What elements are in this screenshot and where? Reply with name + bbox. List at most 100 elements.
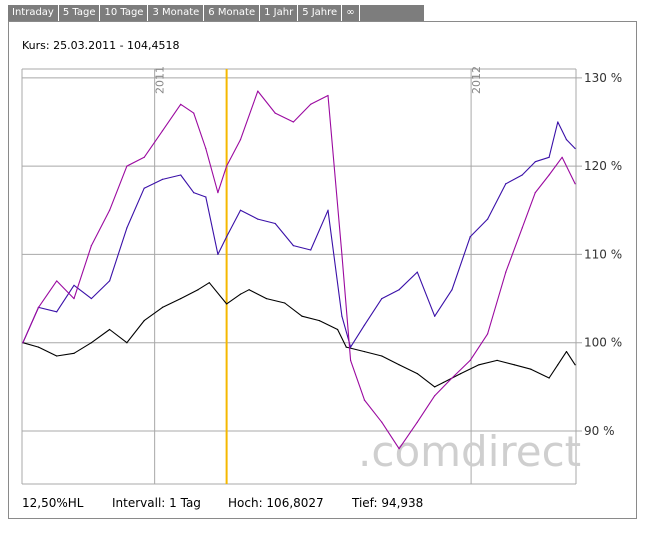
kurs-label: Kurs: 25.03.2011 - 104,4518 — [22, 39, 180, 52]
series-1-point — [548, 156, 550, 158]
series-2-point — [274, 112, 276, 114]
series-0-point — [208, 282, 210, 284]
series-0-point — [108, 328, 111, 331]
tab-1[interactable]: 5 Tage — [59, 5, 101, 21]
series-1-point — [574, 147, 576, 150]
series-2-point — [108, 209, 111, 211]
series-2-point — [381, 421, 383, 423]
series-1-point — [126, 227, 128, 229]
series-2-point — [363, 399, 366, 401]
series-0-point — [197, 289, 199, 291]
series-0-point — [548, 377, 550, 379]
series-2-point — [341, 253, 343, 256]
footer-hl: 12,50%HL — [22, 496, 84, 510]
series-1-point — [90, 297, 92, 300]
footer-intervall: Intervall: 1 Tag — [112, 496, 201, 510]
series-0-point — [73, 352, 75, 354]
series-0-point — [143, 320, 145, 322]
series-1-point — [505, 183, 507, 185]
tab-5[interactable]: 1 Jahr — [260, 5, 299, 21]
series-2-point — [126, 165, 128, 167]
series-1-point — [161, 178, 164, 180]
series-2-point — [56, 280, 58, 282]
series-0-point — [416, 373, 418, 375]
series-0-point — [530, 368, 532, 370]
series-2-point — [310, 103, 312, 105]
series-0-point — [56, 355, 58, 357]
series-2-point — [217, 192, 219, 194]
series-2-point — [451, 377, 453, 379]
y-axis-labels: 90 % 100 % 110 % 120 % 130 % — [584, 71, 622, 438]
series-0-point — [363, 350, 366, 353]
chart-grid: 2011 2012 — [21, 66, 582, 485]
series-2-point — [90, 244, 92, 247]
series-2-point — [22, 342, 24, 344]
footer-tief: Tief: 94,938 — [351, 496, 423, 510]
chart-frame — [8, 21, 637, 519]
tab-4[interactable]: 6 Monate — [204, 5, 261, 21]
series-1-point — [205, 196, 207, 198]
series-2-point — [534, 192, 536, 194]
series-2-point — [257, 90, 259, 92]
series-0-point — [226, 303, 228, 305]
series-1-point — [381, 297, 383, 300]
footer-hoch: Hoch: 106,8027 — [228, 496, 324, 510]
series-1-point — [349, 346, 352, 348]
y-tick-label: 120 % — [584, 159, 622, 173]
series-1-point — [217, 253, 219, 256]
series-2-point — [469, 359, 471, 361]
series-2-point — [434, 395, 436, 397]
series-1-point — [534, 161, 536, 163]
series-1-point — [56, 311, 58, 313]
series-line-0 — [22, 282, 576, 388]
series-0-point — [239, 293, 242, 295]
series-1-point — [108, 280, 111, 282]
series-1-point — [143, 187, 145, 189]
series-2-point — [349, 359, 352, 361]
tab-7[interactable]: ∞ — [342, 5, 360, 21]
year-label: 2012 — [470, 66, 483, 94]
tab-3[interactable]: 3 Monate — [148, 5, 205, 21]
series-1-point — [398, 289, 400, 291]
series-0-point — [434, 386, 436, 388]
series-2-point — [193, 112, 195, 114]
series-1-point — [180, 174, 182, 176]
tab-2[interactable]: 10 Tage — [100, 5, 149, 21]
series-1-point — [239, 209, 242, 211]
series-0-point — [248, 289, 250, 291]
series-0-point — [336, 328, 339, 331]
series-0-point — [37, 346, 40, 348]
series-0-point — [318, 320, 320, 322]
series-1-point — [292, 244, 294, 247]
series-0-point — [180, 297, 182, 300]
y-tick-label: 130 % — [584, 71, 622, 85]
series-2-point — [561, 156, 563, 158]
series-0-point — [398, 364, 400, 366]
series-0-point — [345, 346, 347, 348]
tab-0[interactable]: Intraday — [8, 5, 59, 21]
y-tick-label: 100 % — [584, 336, 622, 350]
series-0-point — [90, 342, 92, 344]
series-2-point — [292, 121, 294, 123]
series-1-point — [451, 289, 453, 291]
series-1-point — [310, 249, 312, 251]
series-0-point — [557, 364, 559, 366]
series-2-point — [37, 306, 40, 309]
series-2-point — [416, 421, 418, 423]
series-2-point — [574, 183, 576, 185]
series-0-point — [460, 373, 462, 375]
series-1-point — [327, 209, 329, 211]
series-0-point — [442, 381, 444, 384]
series-1-point — [416, 271, 418, 273]
series-1-point — [73, 284, 75, 286]
series-0-point — [496, 359, 498, 361]
series-1-point — [521, 174, 523, 176]
series-2-point — [327, 94, 329, 97]
tab-6[interactable]: 5 Jahre — [298, 5, 343, 21]
series-1-point — [193, 192, 195, 194]
series-2-point — [486, 333, 489, 335]
series-1-point — [557, 121, 559, 123]
y-tick-label: 110 % — [584, 247, 622, 261]
series-1-point — [257, 218, 259, 220]
y-tick-label: 90 % — [584, 424, 615, 438]
